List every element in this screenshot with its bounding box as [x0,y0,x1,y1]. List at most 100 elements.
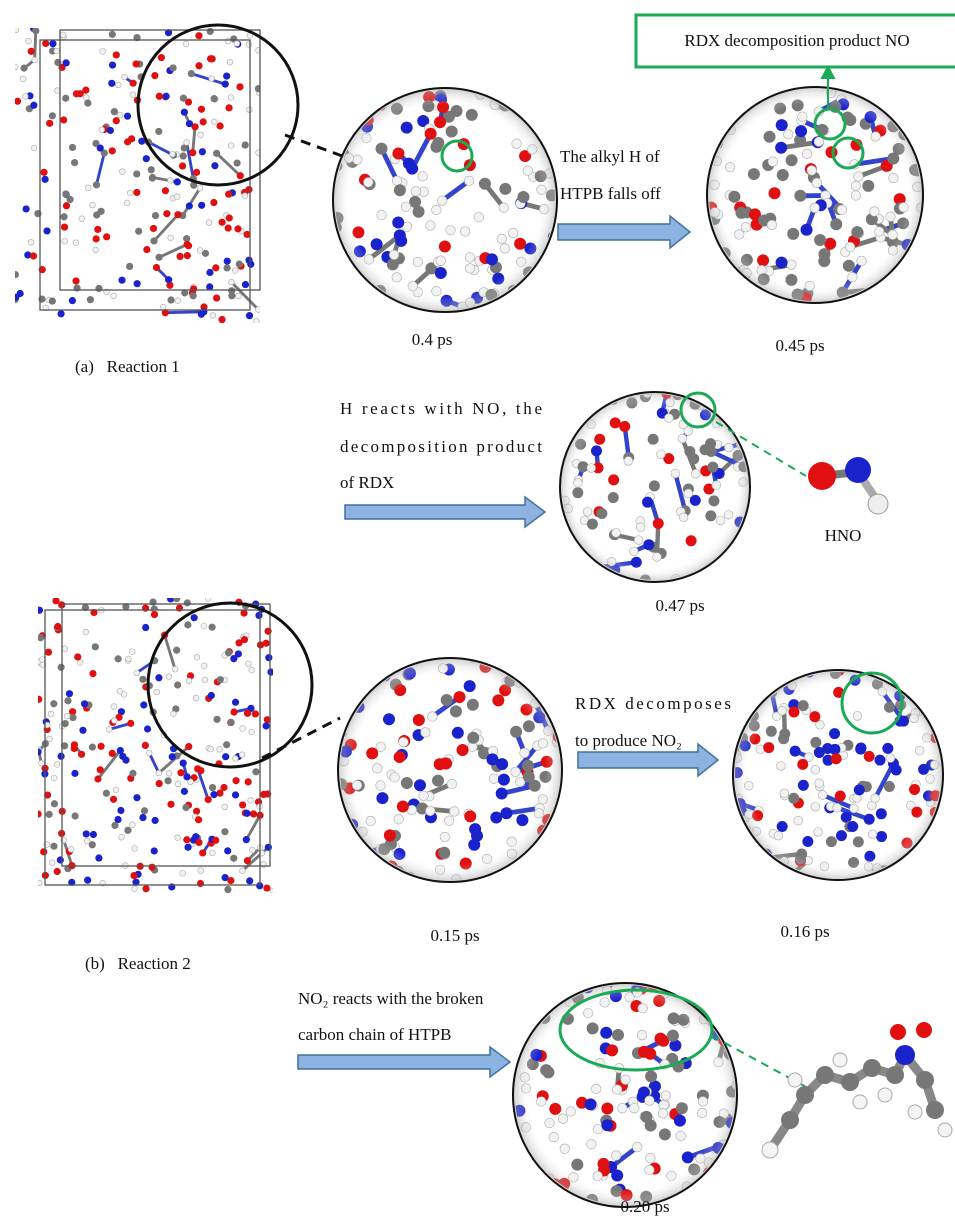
atom [195,32,202,39]
atom [228,719,235,726]
atom [559,986,569,996]
atom [119,834,125,840]
atom [243,836,250,843]
atom [49,112,56,119]
atom [166,674,172,680]
atom [185,743,192,750]
atom [328,119,340,131]
atom [197,880,204,887]
atom [249,667,255,673]
atom [538,282,550,294]
atom [737,425,748,436]
atom [788,666,799,677]
atom [198,132,204,138]
atom [233,159,240,166]
atom [255,85,262,92]
atom [226,214,233,221]
atom [263,722,270,729]
atom [83,629,89,635]
atom [167,801,174,808]
bond [183,188,200,215]
atom [234,41,240,47]
atom [180,95,187,102]
atom [135,228,142,235]
atom [704,251,714,261]
atom [189,149,196,156]
atom [223,264,230,271]
atom [701,144,713,156]
atom [184,252,191,259]
atom [579,394,588,403]
atom [54,623,61,630]
atom [36,607,43,614]
atom [378,869,390,881]
atom [336,833,346,843]
atom [202,677,208,683]
atom [211,119,217,125]
atom [127,190,133,196]
atom [95,285,102,292]
atom [165,276,172,283]
atom [184,844,191,851]
atom [109,750,116,757]
atom [527,1197,539,1209]
atom [198,868,204,874]
atom [40,169,47,176]
atom [225,38,231,44]
atom [103,790,110,797]
atom [81,700,88,707]
atom [84,99,91,106]
atom [49,297,56,304]
atom [228,279,234,285]
atom [349,690,361,702]
atom [128,135,135,142]
atom [62,238,68,244]
atom [73,240,79,246]
atom [712,269,724,281]
atom [222,804,228,810]
atom [117,747,124,754]
atom [519,999,529,1009]
atom [117,688,123,694]
atom [502,877,512,887]
atom [100,48,106,54]
atom [212,837,219,844]
atom [142,742,149,749]
atom [42,40,49,47]
atom [217,676,224,683]
step-text: decomposition product [340,437,542,456]
atom [729,1198,741,1210]
atom [524,298,534,308]
atom [213,716,220,723]
atom [174,211,181,218]
atom [916,249,926,259]
atom [387,659,399,671]
time-label: 0.4 ps [412,330,453,349]
atom [350,294,360,304]
atom [28,239,34,245]
atom [165,777,172,784]
atom [224,847,231,854]
atom [180,152,187,159]
atom [197,185,203,191]
atom [97,766,104,773]
atom [263,884,270,891]
atom [64,697,71,704]
atom [111,822,118,829]
atom [236,83,243,90]
atom [119,169,125,175]
atom [540,662,552,674]
atom [252,710,259,717]
atom [243,810,250,817]
atom [51,775,57,781]
atom [219,219,226,226]
atom [539,676,549,686]
atom [163,210,170,217]
atom-group [11,25,262,324]
atom [937,808,948,819]
atom [186,678,192,684]
atom [122,756,129,763]
atom [144,725,151,732]
atom [49,860,55,866]
atom [108,80,115,87]
